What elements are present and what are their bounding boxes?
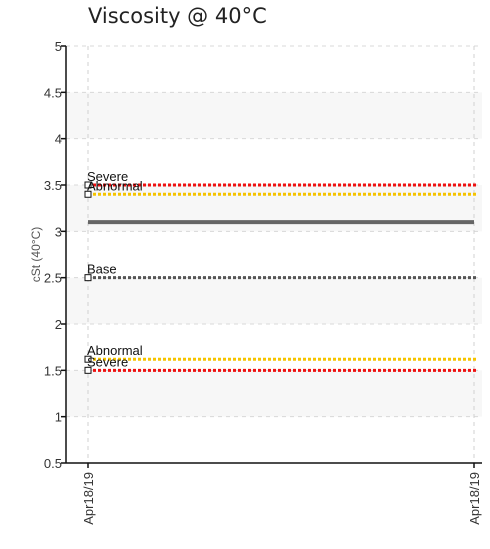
reference-label: Severe [87,354,128,369]
y-tick-label: 3 [55,224,62,239]
reference-label: Abnormal [87,343,143,358]
y-tick-label: 0.5 [44,456,62,471]
plot-band [66,46,482,93]
y-tick-label: 1.5 [44,363,62,378]
tick-labels: 0.5 1 1.5 2 2.5 3 3.5 4 4.5 5 Apr18/19 Apr18/19 cSt … [29,39,482,525]
reference-marker [84,366,92,374]
y-tick-label: 4 [55,132,62,147]
chart-title: Viscosity @ 40°C [88,4,267,28]
plot-band [66,416,482,463]
reference-marker [84,181,92,189]
reference-marker [84,190,92,198]
y-tick-label: 3.5 [44,178,62,193]
plot-band [66,324,482,371]
plot-bands [66,46,482,463]
plot-band [66,277,482,324]
y-tick-label: 1 [55,410,62,425]
axes [61,45,482,468]
y-tick-label: 5 [55,39,62,54]
reference-label: Severe [87,169,128,184]
plot-band [66,370,482,417]
y-axis-title: cSt (40°C) [29,227,43,282]
plot-band [66,231,482,278]
reference-label: Abnormal [87,178,143,193]
plot-band [66,138,482,185]
reference-marker [84,355,92,363]
x-tick-label: Apr18/19 [467,472,482,525]
y-tick-label: 4.5 [44,85,62,100]
y-tick-label: 2 [55,317,62,332]
reference-label: Base [87,262,117,277]
x-tick-label: Apr18/19 [81,472,96,525]
reference-marker [84,274,92,282]
plot-band [66,92,482,139]
y-tick-label: 2.5 [44,271,62,286]
